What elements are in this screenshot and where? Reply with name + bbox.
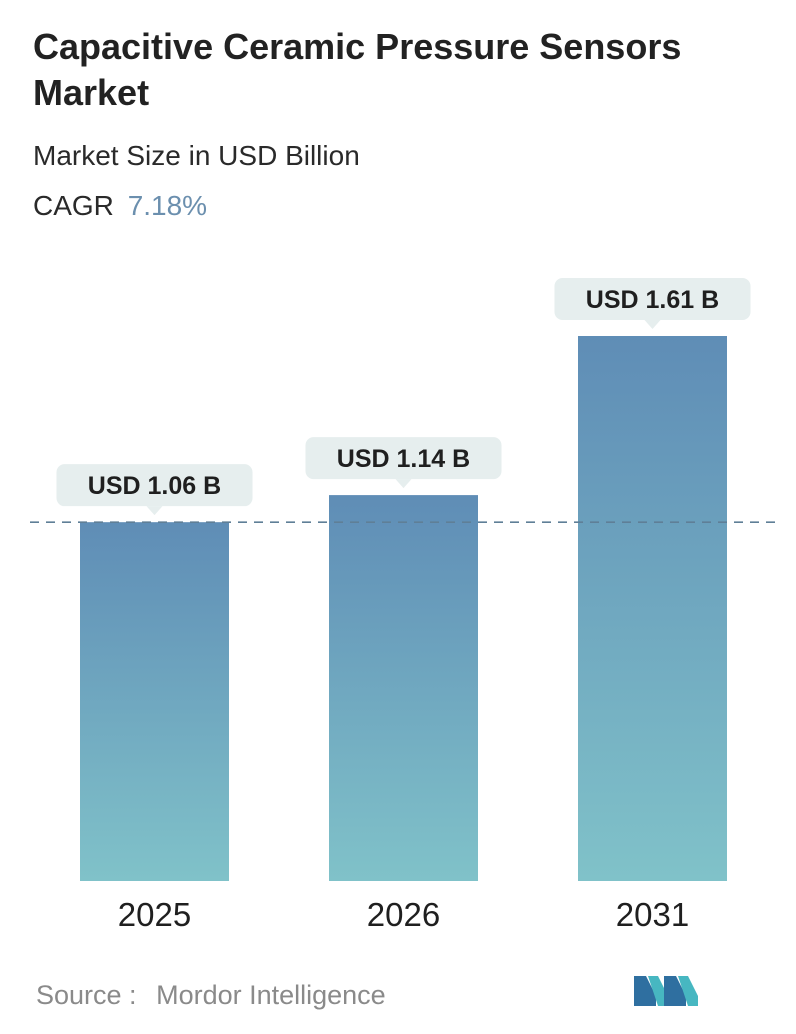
cagr-line: CAGR 7.18% xyxy=(33,190,207,222)
bar-2031 xyxy=(578,336,727,881)
data-labels-layer: USD 1.06 B USD 1.14 B USD 1.61 B xyxy=(56,278,751,516)
bar-2026 xyxy=(329,495,478,881)
data-label-bg xyxy=(305,437,502,480)
mordor-intelligence-logo xyxy=(634,976,698,1006)
cagr-value: 7.18% xyxy=(127,190,208,221)
x-tick-label-2026: 2026 xyxy=(367,896,440,933)
x-tick-label-2025: 2025 xyxy=(118,896,191,933)
source-line: Source : Mordor Intelligence xyxy=(36,980,386,1011)
data-label-pointer xyxy=(395,479,412,489)
chart-subtitle: Market Size in USD Billion xyxy=(33,140,360,171)
data-label-text: USD 1.61 B xyxy=(586,286,719,314)
data-label-2025: USD 1.06 B xyxy=(56,464,253,516)
chart-title: Capacitive Ceramic Pressure Sensors Mark… xyxy=(33,26,682,113)
x-tick-labels-layer: 2025 2026 2031 xyxy=(118,896,689,933)
data-label-pointer xyxy=(644,320,661,329)
source-label: Source : xyxy=(36,980,137,1010)
data-label-2026: USD 1.14 B xyxy=(305,437,502,489)
x-tick-label-2031: 2031 xyxy=(616,896,689,933)
data-label-bg xyxy=(554,278,751,320)
data-label-bg xyxy=(56,464,253,507)
data-label-pointer xyxy=(146,506,163,516)
bars-layer xyxy=(80,336,727,881)
source-name: Mordor Intelligence xyxy=(156,980,386,1010)
bar-2025 xyxy=(80,522,229,881)
cagr-label: CAGR xyxy=(33,190,114,221)
data-label-2031: USD 1.61 B xyxy=(554,278,751,329)
data-label-text: USD 1.14 B xyxy=(337,445,470,473)
data-label-text: USD 1.06 B xyxy=(88,472,221,500)
